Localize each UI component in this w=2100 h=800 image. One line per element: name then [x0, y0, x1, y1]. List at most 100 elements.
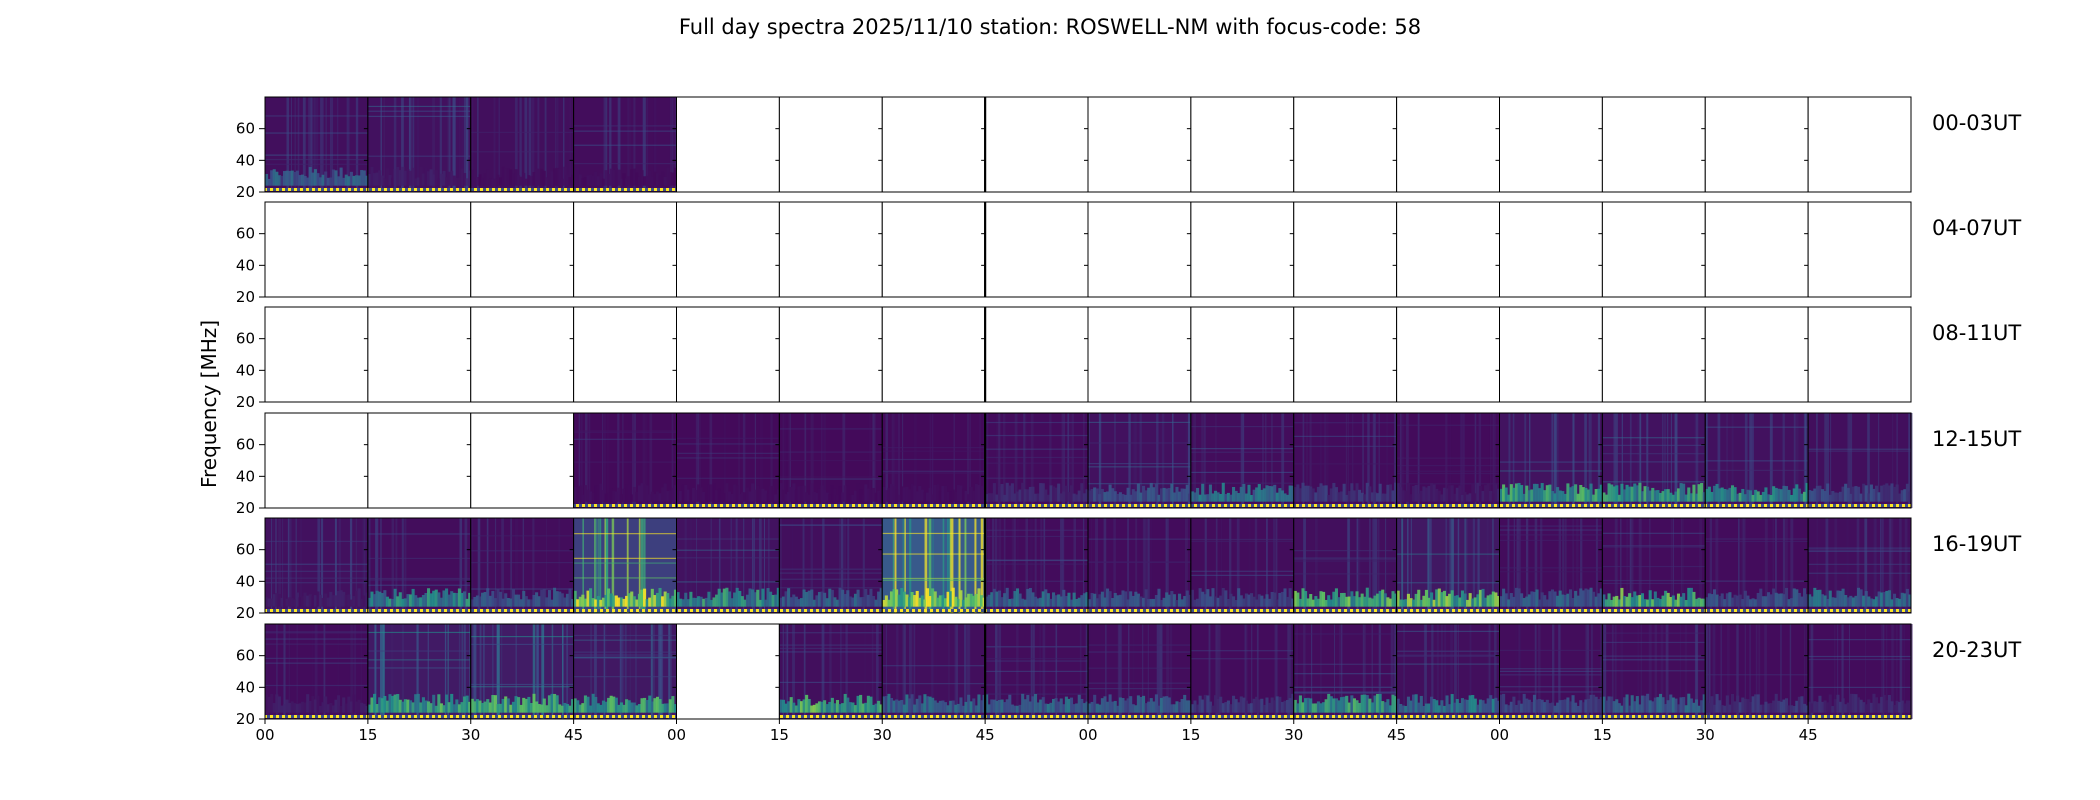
spectrum-band: [1134, 591, 1138, 607]
spectrum-band: [1872, 599, 1876, 607]
spectrum-band: [599, 704, 603, 713]
spectrum-band: [681, 599, 685, 607]
spectrum-band: [1630, 695, 1634, 713]
spectrum-line: [367, 579, 471, 581]
spectrum-line: [367, 533, 471, 535]
spectrum-band: [421, 594, 425, 607]
spectrum-band: [1517, 588, 1521, 607]
spectrum-streak: [1215, 413, 1217, 508]
spectrum-band: [1309, 486, 1313, 502]
spectrum-streak: [1134, 413, 1137, 508]
spectrum-band: [514, 696, 518, 713]
panel-00-03ut-3: [569, 96, 677, 193]
spectrum-band: [1291, 598, 1295, 607]
spectrum-streak: [1251, 624, 1253, 719]
spectrum-band: [1741, 488, 1745, 502]
spectrum-band: [1051, 486, 1056, 502]
spectrum-band: [1057, 594, 1061, 607]
spectrum-streak: [964, 518, 967, 613]
y-tick-label: 40: [236, 256, 255, 274]
spectrum-band: [1692, 591, 1696, 607]
spectrum-band: [910, 483, 914, 502]
spectrum-band: [1288, 588, 1292, 607]
spectrum-band: [1430, 592, 1434, 607]
spectrum-band: [1363, 596, 1367, 607]
panel-16-19ut-12: [1495, 517, 1603, 614]
spectrum-line: [1293, 560, 1397, 562]
spectrum-streak: [311, 624, 314, 719]
spectrum-streak: [653, 97, 657, 192]
spectrum-band: [1638, 704, 1642, 713]
spectrum-band: [1905, 588, 1909, 607]
spectrum-streak: [932, 413, 934, 508]
spectrum-band: [1682, 593, 1686, 607]
spectrum-streak: [674, 97, 677, 192]
spectrum-line: [1190, 658, 1294, 660]
spectrum-streak: [334, 518, 337, 613]
spectrum-band: [648, 170, 652, 186]
spectrum-band: [1862, 595, 1866, 607]
spectrum-streak: [1477, 518, 1479, 613]
spectrum-line: [1499, 649, 1603, 651]
panel-04-07ut-13: [1598, 201, 1706, 298]
spectrum-band: [1327, 693, 1331, 713]
spectrum-band: [1808, 594, 1812, 607]
spectrum-band: [550, 693, 554, 713]
spectrum-band: [1813, 488, 1817, 502]
spectrum-band: [1679, 596, 1683, 607]
spectrum-band: [1710, 491, 1714, 502]
spectrum-streak: [985, 413, 989, 508]
spectrum-band: [1568, 589, 1573, 607]
spectrum-band: [1082, 593, 1086, 607]
spectrum-band: [1190, 704, 1194, 713]
spectrum-band: [1206, 695, 1210, 713]
row-label: 12-15UT: [1932, 427, 2021, 451]
spectrum-band: [1008, 598, 1012, 607]
spectrum-band: [283, 171, 287, 186]
spectrum-band: [1800, 493, 1804, 502]
spectrum-band: [1509, 484, 1513, 502]
spectrum-band: [1201, 591, 1205, 607]
spectrum-band: [740, 596, 744, 607]
spectrum-band: [481, 592, 485, 607]
spectrum-streak: [1639, 413, 1642, 508]
spectrum-band: [1725, 489, 1729, 502]
spectrum-band: [640, 698, 644, 713]
spectrum-band: [1453, 493, 1457, 502]
spectrum-band: [301, 701, 305, 713]
spectrum-band: [1874, 596, 1879, 607]
spectrum-band: [1396, 590, 1400, 607]
spectrum-band: [535, 701, 539, 713]
spectrum-band: [1396, 483, 1400, 502]
spectrum-band: [1242, 697, 1246, 713]
spectrum-streak: [473, 624, 477, 719]
spectrum-band: [1826, 483, 1830, 502]
spectrum-band: [1165, 592, 1169, 607]
panel-08-11ut-14: [1701, 306, 1809, 403]
spectrum-band: [1355, 700, 1359, 713]
spectrum-band: [887, 487, 891, 502]
marker-strip: [1088, 715, 1191, 718]
marker-strip: [1499, 715, 1603, 718]
spectrum-band: [661, 487, 665, 502]
spectrum-line: [1499, 539, 1603, 542]
spectrum-streak: [287, 518, 290, 613]
spectrum-band: [1067, 592, 1071, 607]
spectrum-band: [1664, 489, 1668, 502]
spectrum-band: [1658, 492, 1663, 502]
spectrum-streak: [1640, 624, 1642, 719]
panel-20-23ut-4: [672, 623, 780, 720]
spectrum-streak: [759, 413, 763, 508]
panel-04-07ut-8: [1084, 201, 1192, 298]
spectrum-band: [643, 697, 647, 713]
spectrum-band: [1540, 483, 1544, 502]
spectrum-band: [429, 703, 433, 713]
spectrum-streak: [1486, 518, 1489, 613]
spectrum-streak: [382, 624, 385, 719]
spectrum-streak: [498, 97, 500, 192]
spectrum-band: [1892, 486, 1897, 502]
spectrum-streak: [308, 97, 311, 192]
spectrum-band: [1124, 494, 1128, 502]
spectrum-band: [1610, 599, 1614, 607]
spectrum-streak: [1782, 518, 1786, 613]
